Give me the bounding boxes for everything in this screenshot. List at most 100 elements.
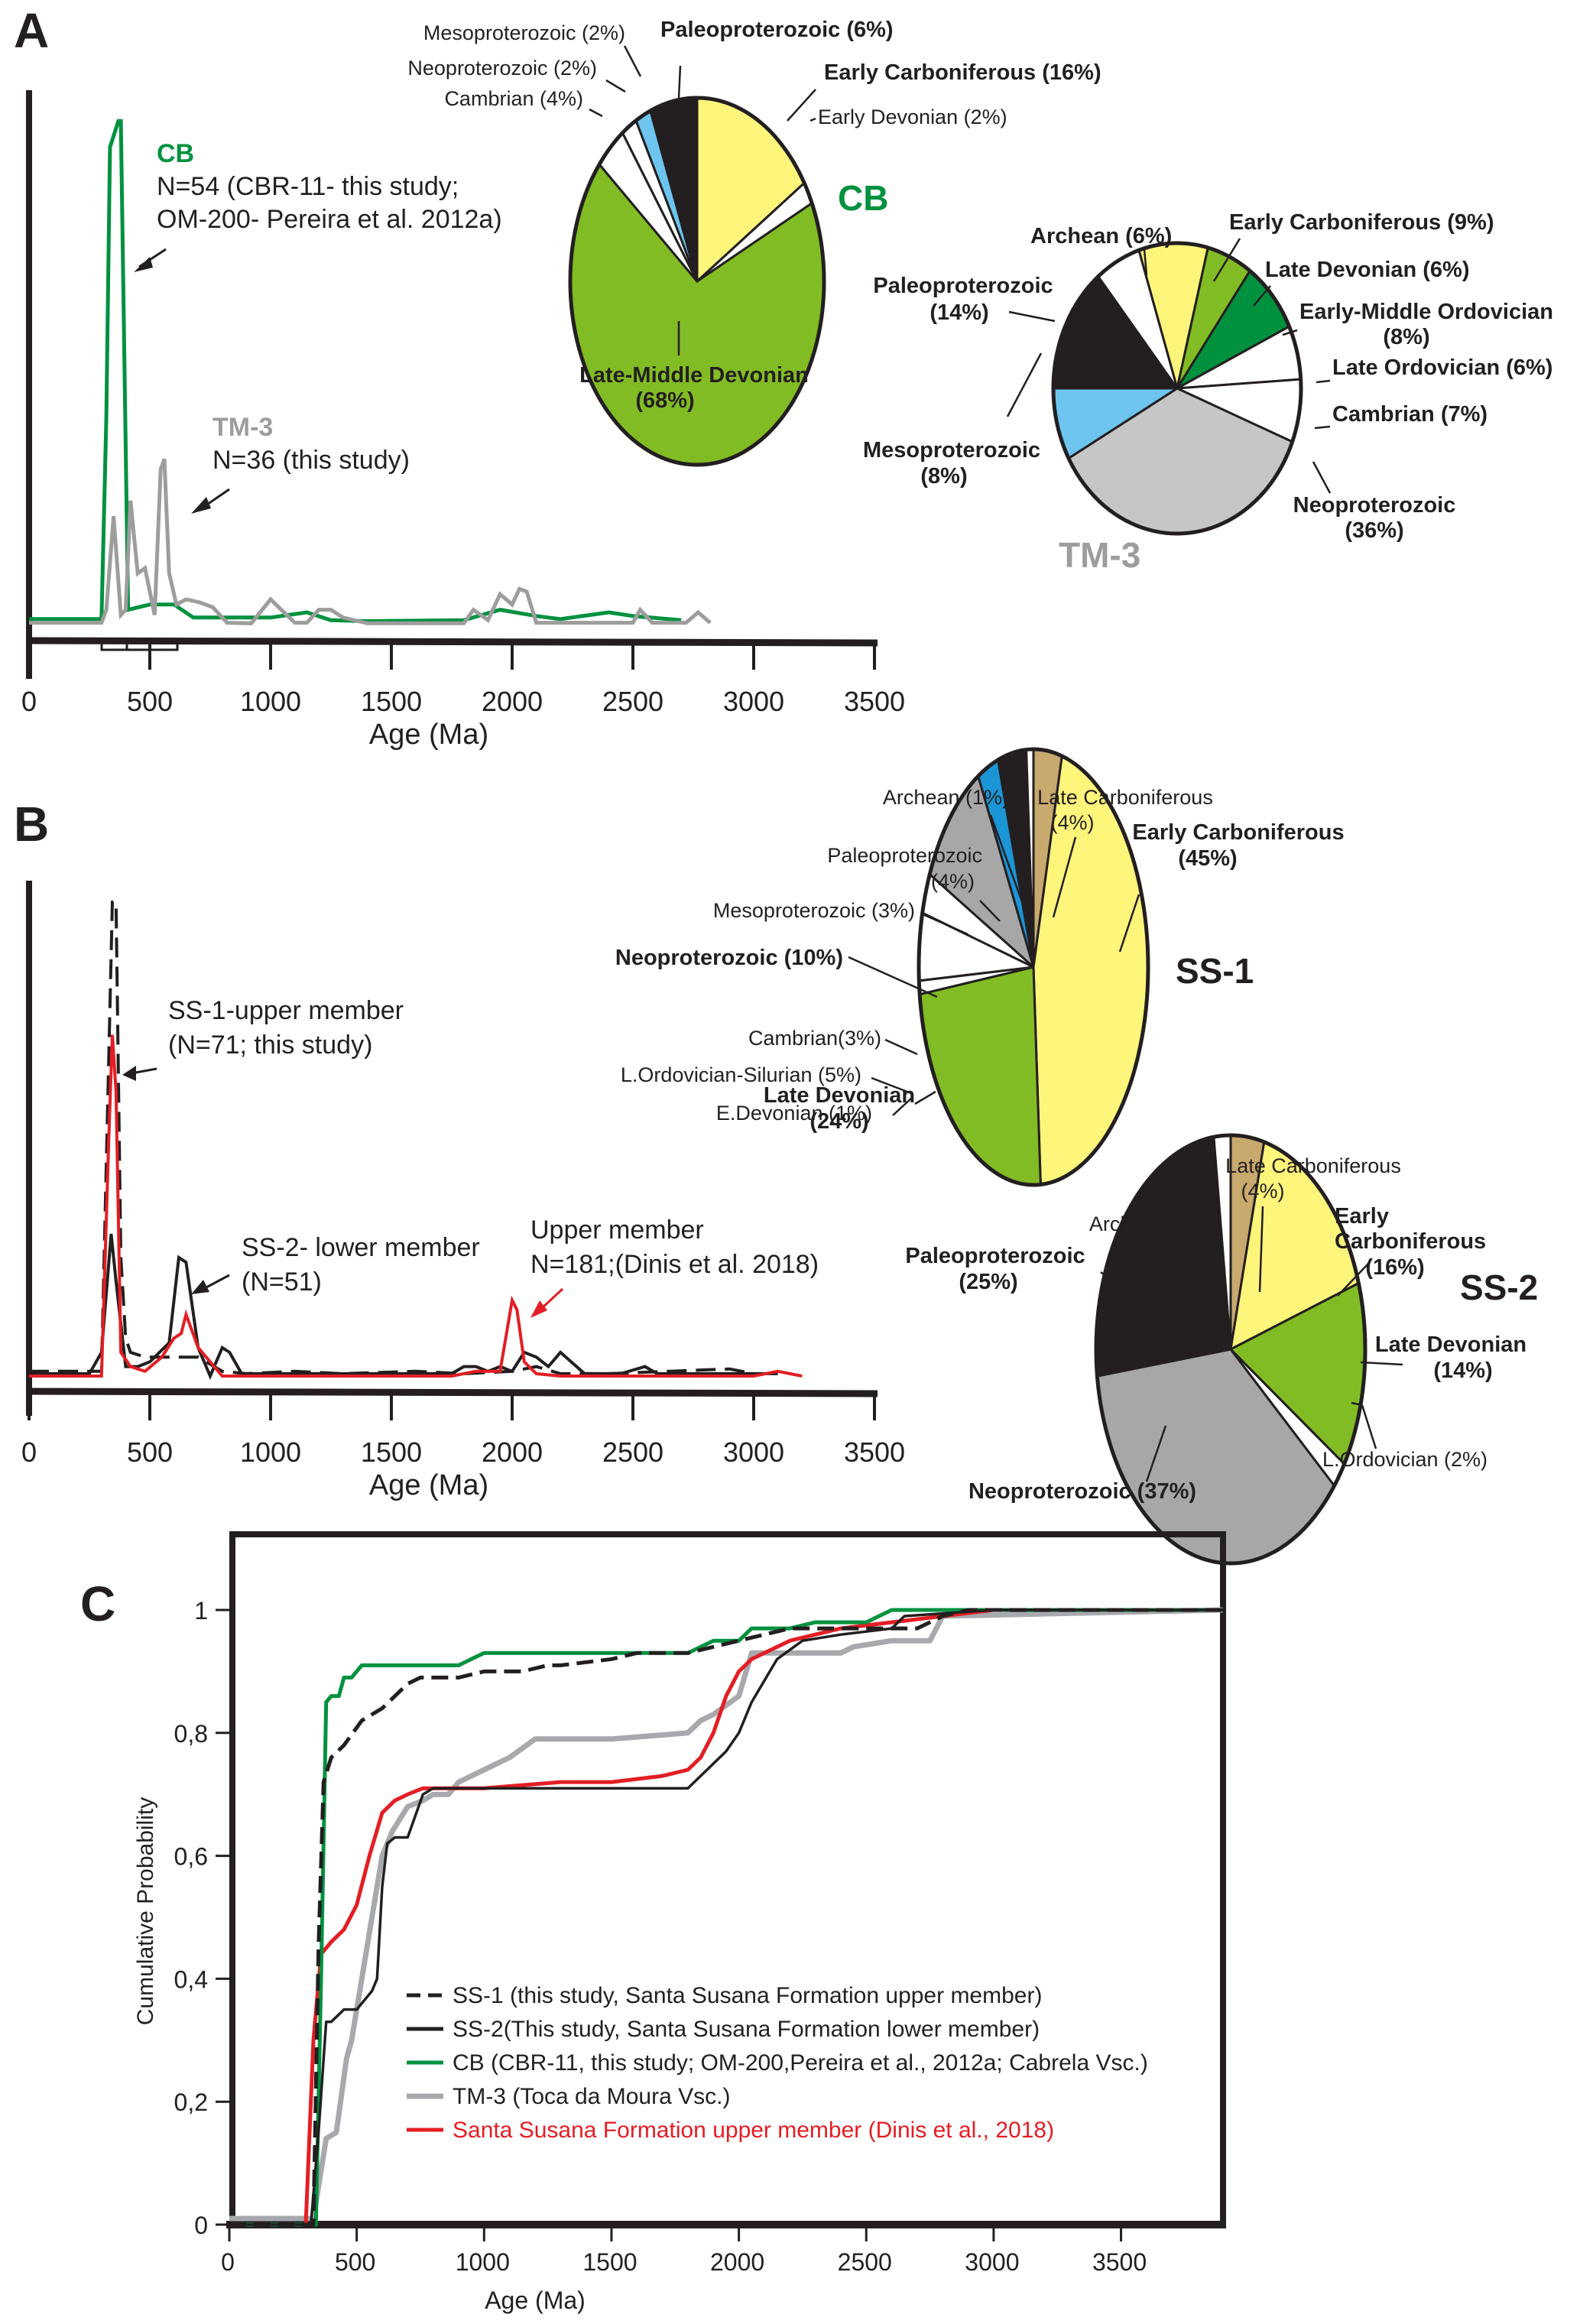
ss2-label-archean: Archean (2%) bbox=[1089, 1212, 1215, 1235]
panel-b: B 0 500 1000 1500 2000 2500 3000 3500 Age (Ma) S… bbox=[14, 747, 1538, 1566]
tm3-label-cambrian: Cambrian (7%) bbox=[1332, 402, 1488, 427]
cb-label-meso: Mesoproterozoic (2%) bbox=[423, 21, 625, 44]
ss2-label-neo: Neoproterozoic (37%) bbox=[968, 1479, 1196, 1504]
tm3-label-paleo-2: (14%) bbox=[930, 300, 988, 325]
cb-curve-title: CB bbox=[157, 139, 194, 168]
ss1-label-neo: Neoproterozoic (10%) bbox=[615, 946, 843, 970]
ss1-curve-line2: (N=71; this study) bbox=[168, 1031, 372, 1060]
panel-c-x-tick-label: 3500 bbox=[1092, 2248, 1147, 2276]
tm3-label-emord-2: (8%) bbox=[1383, 325, 1429, 349]
panel-c-series-2 bbox=[229, 1608, 1223, 2226]
panel-b-x-tick-label: 0 bbox=[21, 1436, 37, 1468]
tm3-label-archean: Archean (6%) bbox=[1030, 224, 1172, 248]
ss2-label-lcarb-1: Late Carboniferous bbox=[1225, 1154, 1401, 1177]
ss1-pie-title: SS-1 bbox=[1176, 951, 1254, 991]
panel-b-x-tick-label: 1500 bbox=[361, 1436, 422, 1468]
panel-a-series bbox=[29, 118, 712, 625]
upper-member-curve-line1: Upper member bbox=[530, 1216, 704, 1245]
panel-b-x-axis-title: Age (Ma) bbox=[369, 1469, 488, 1501]
panel-c-series-5 bbox=[229, 1608, 1223, 2227]
tm3-label-meso-2: (8%) bbox=[920, 464, 967, 488]
panel-b-series bbox=[29, 901, 803, 1381]
ss1-label-ldev-2: (24%) bbox=[809, 1109, 868, 1134]
cb-label-edev: Early Devonian (2%) bbox=[818, 105, 1007, 128]
cb-label-ecarb: Early Carboniferous (16%) bbox=[824, 60, 1101, 85]
ss2-curve-line2: (N=51) bbox=[242, 1267, 322, 1297]
pie-ss1-labels: Archean (1%) Late Carboniferous (4%) Pal… bbox=[615, 786, 1345, 1134]
ss2-arrow bbox=[191, 1274, 230, 1294]
tm3-label-neo-2: (36%) bbox=[1345, 518, 1403, 543]
tm3-pie-title: TM-3 bbox=[1059, 535, 1140, 575]
ss2-label-ecarb-1: Early bbox=[1335, 1204, 1389, 1229]
ss1-label-lords: L.Ordovician-Silurian (5%) bbox=[621, 1063, 861, 1086]
panel-a-x-tick-label: 1500 bbox=[361, 686, 422, 717]
cb-arrow bbox=[134, 248, 167, 272]
panel-c-series-1 bbox=[229, 1608, 1223, 2227]
panel-b-x-tick-label: 3000 bbox=[723, 1436, 784, 1468]
ss2-label-paleo-1: Paleoproterozoic bbox=[905, 1244, 1085, 1268]
tm3-arrow bbox=[191, 488, 230, 514]
panel-b-x-tick-label: 2000 bbox=[482, 1436, 543, 1468]
ss2-label-ecarb-3: (16%) bbox=[1365, 1255, 1424, 1280]
pie-ss2-labels: Late Carboniferous (4%) Archean (2%) Pal… bbox=[905, 1154, 1538, 1504]
ss1-label-ldev-1: Late Devonian bbox=[764, 1083, 915, 1108]
panel-b-series-1 bbox=[29, 901, 754, 1375]
ss1-label-ecarb-2: (45%) bbox=[1178, 846, 1237, 871]
tm3-label-lord: Late Ordovician (6%) bbox=[1332, 355, 1552, 380]
ss2-label-ecarb-2: Carboniferous bbox=[1335, 1229, 1486, 1254]
panel-letter-c: C bbox=[80, 1576, 115, 1631]
panel-a-x-tick-label: 2000 bbox=[482, 686, 543, 717]
panel-a-series-2 bbox=[29, 458, 712, 625]
tm3-label-ldev: Late Devonian (6%) bbox=[1265, 258, 1470, 282]
panel-c-series-4 bbox=[229, 1607, 1223, 2222]
panel-a-x-tick-label: 500 bbox=[127, 686, 173, 717]
tm3-label-emord-1: Early-Middle Ordovician bbox=[1299, 300, 1553, 324]
panel-a-bracket bbox=[100, 644, 179, 651]
panel-c-x-axis-title: Age (Ma) bbox=[485, 2287, 586, 2314]
legend-label: TM-3 (Toca da Moura Vsc.) bbox=[453, 2084, 730, 2109]
panel-b-x-axis bbox=[28, 1388, 878, 1397]
ss1-label-paleo-2: (4%) bbox=[931, 870, 975, 893]
panel-c-x-tick-label: 0 bbox=[221, 2248, 235, 2276]
panel-c-x-tick-label: 2000 bbox=[710, 2248, 764, 2276]
legend-label: Santa Susana Formation upper member (Din… bbox=[453, 2118, 1054, 2143]
panel-c-x-tick-label: 1000 bbox=[456, 2248, 510, 2276]
upper-member-arrow bbox=[530, 1287, 564, 1318]
panel-a-x-tick-label: 1000 bbox=[240, 686, 301, 717]
cb-curve-line2: OM-200- Pereira et al. 2012a) bbox=[157, 205, 502, 234]
panel-c-legend: SS-1 (this study, Santa Susana Formation… bbox=[407, 1983, 1148, 2143]
pie-tm3 bbox=[1051, 241, 1303, 536]
legend-label: CB (CBR-11, this study; OM-200,Pereira e… bbox=[453, 2050, 1148, 2076]
ss1-label-paleo-1: Paleoproterozoic bbox=[827, 844, 982, 867]
pie-ss2-outline bbox=[1094, 1133, 1367, 1566]
pie-ss2-slice-6 bbox=[1095, 1135, 1232, 1378]
pie-ss1-slice-3 bbox=[918, 966, 1042, 1186]
legend-label: SS-2(This study, Santa Susana Formation … bbox=[453, 2017, 1040, 2042]
pie-cb-labels: Mesoproterozoic (2%) Neoproterozoic (2%)… bbox=[407, 18, 1101, 413]
tm3-curve-line1: N=36 (this study) bbox=[213, 446, 410, 475]
cb-label-cambrian: Cambrian (4%) bbox=[444, 87, 583, 110]
ss2-label-lcarb-2: (4%) bbox=[1241, 1180, 1284, 1203]
ss1-label-meso: Mesoproterozoic (3%) bbox=[713, 899, 915, 922]
panel-c-x-tick-label: 500 bbox=[335, 2248, 375, 2276]
panel-b-x-tick-label: 500 bbox=[127, 1436, 173, 1468]
panel-c-y-tick-label: 0,2 bbox=[174, 2089, 208, 2116]
pie-ss1-outline bbox=[917, 747, 1150, 1187]
panel-c-y-tick-label: 0,4 bbox=[174, 1965, 208, 1993]
pie-tm3-labels: Archean (6%) Early Carboniferous (9%) La… bbox=[863, 210, 1553, 575]
panel-a-x-tick-label: 3500 bbox=[844, 686, 905, 717]
panel-b-axes: 0 500 1000 1500 2000 2500 3000 3500 Age (Ma) bbox=[21, 881, 905, 1501]
panel-c-x-tick-label: 2500 bbox=[838, 2248, 892, 2276]
panel-c-axes: 0 500 1000 1500 2000 2500 3000 3500 Age (Ma) 0 0,2… bbox=[174, 1531, 1226, 2314]
ss2-pie-title: SS-2 bbox=[1460, 1267, 1538, 1307]
panel-c-x-tick-label: 3000 bbox=[965, 2248, 1019, 2276]
ss1-label-lcarb-1: Late Carboniferous bbox=[1037, 786, 1213, 809]
panel-b-x-tick-label: 2500 bbox=[602, 1436, 663, 1468]
panel-a-x-axis-title: Age (Ma) bbox=[369, 719, 488, 751]
panel-c-y-tick-label: 0 bbox=[194, 2212, 208, 2239]
ss1-label-lcarb-2: (4%) bbox=[1050, 811, 1094, 834]
cb-pie-title: CB bbox=[838, 178, 888, 218]
panel-letter-b: B bbox=[14, 797, 49, 852]
panel-a: A 0 500 1000 1500 2000 2500 3000 3500 Age (Ma) C… bbox=[14, 3, 1553, 751]
